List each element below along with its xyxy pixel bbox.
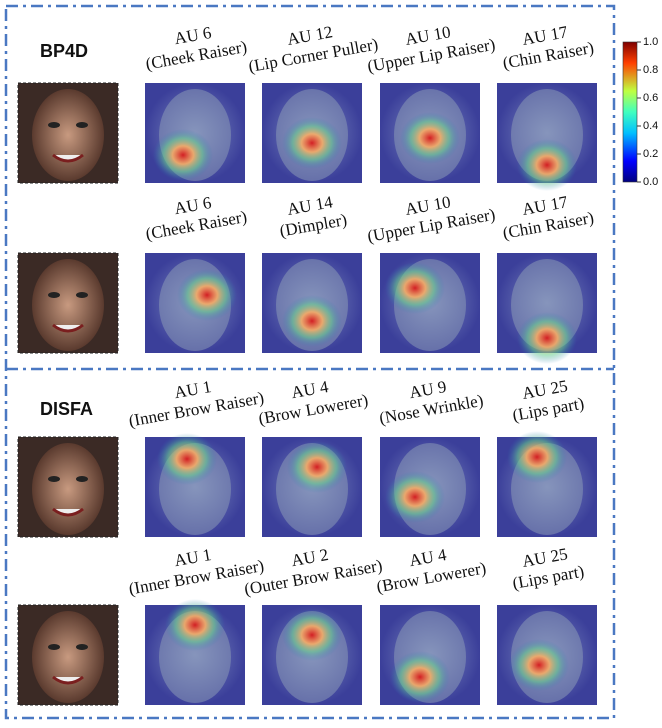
colorbar-tick-label: 0.8 [643, 64, 658, 76]
au-label: AU 6(Cheek Raiser) [144, 193, 248, 244]
colorbar [622, 41, 638, 183]
activation [385, 471, 445, 523]
au-label: AU 9(Nose Wrinkle) [378, 377, 485, 428]
face-shape [32, 259, 104, 351]
activation [507, 431, 567, 483]
au-label: AU 10(Upper Lip Raiser) [366, 22, 497, 76]
activation [517, 312, 577, 364]
activation [282, 295, 342, 347]
eye [48, 122, 60, 128]
activation [517, 139, 577, 191]
activation [282, 609, 342, 661]
au-label: AU 10(Upper Lip Raiser) [366, 192, 497, 246]
eye [48, 476, 60, 482]
au-label: AU 25(Lips part) [511, 376, 585, 425]
outer-border [4, 4, 616, 720]
au-label: AU 6(Cheek Raiser) [144, 23, 248, 74]
mouth [52, 675, 84, 685]
activation [177, 269, 237, 321]
au-label: AU 4(Brow Lowerer) [375, 545, 488, 596]
activation [390, 651, 450, 703]
activation [509, 639, 569, 691]
mouth [52, 507, 84, 517]
eye [76, 122, 88, 128]
colorbar-tick-label: 1.0 [643, 36, 658, 48]
panel-title: DISFA [40, 399, 93, 419]
au-label: AU 12(Lip Corner Puller) [247, 22, 380, 76]
activation [400, 112, 460, 164]
au-label: AU 1(Inner Brow Raiser) [127, 377, 265, 431]
activation [287, 441, 347, 493]
panel-title: BP4D [40, 41, 88, 61]
eye [48, 644, 60, 650]
activation [153, 129, 213, 181]
au-label: AU 17(Chin Raiser) [501, 22, 595, 72]
mouth [52, 153, 84, 163]
activation [165, 599, 225, 651]
eye [76, 644, 88, 650]
face-shape [32, 443, 104, 535]
activation [157, 433, 217, 485]
colorbar-tick-label: 0.0 [643, 176, 658, 188]
face-shape [32, 89, 104, 181]
colorbar-tick-label: 0.6 [643, 92, 658, 104]
eye [48, 292, 60, 298]
activation [282, 117, 342, 169]
mouth [52, 323, 84, 333]
au-label: AU 14(Dimpler) [278, 192, 348, 240]
eye [76, 476, 88, 482]
eye [76, 292, 88, 298]
activation [385, 262, 445, 314]
face-shape [32, 611, 104, 703]
au-label: AU 4(Brow Lowerer) [257, 377, 370, 428]
au-label: AU 25(Lips part) [511, 544, 585, 593]
colorbar-tick-label: 0.2 [643, 148, 658, 160]
au-label: AU 17(Chin Raiser) [501, 192, 595, 242]
colorbar-tick-label: 0.4 [643, 120, 658, 132]
